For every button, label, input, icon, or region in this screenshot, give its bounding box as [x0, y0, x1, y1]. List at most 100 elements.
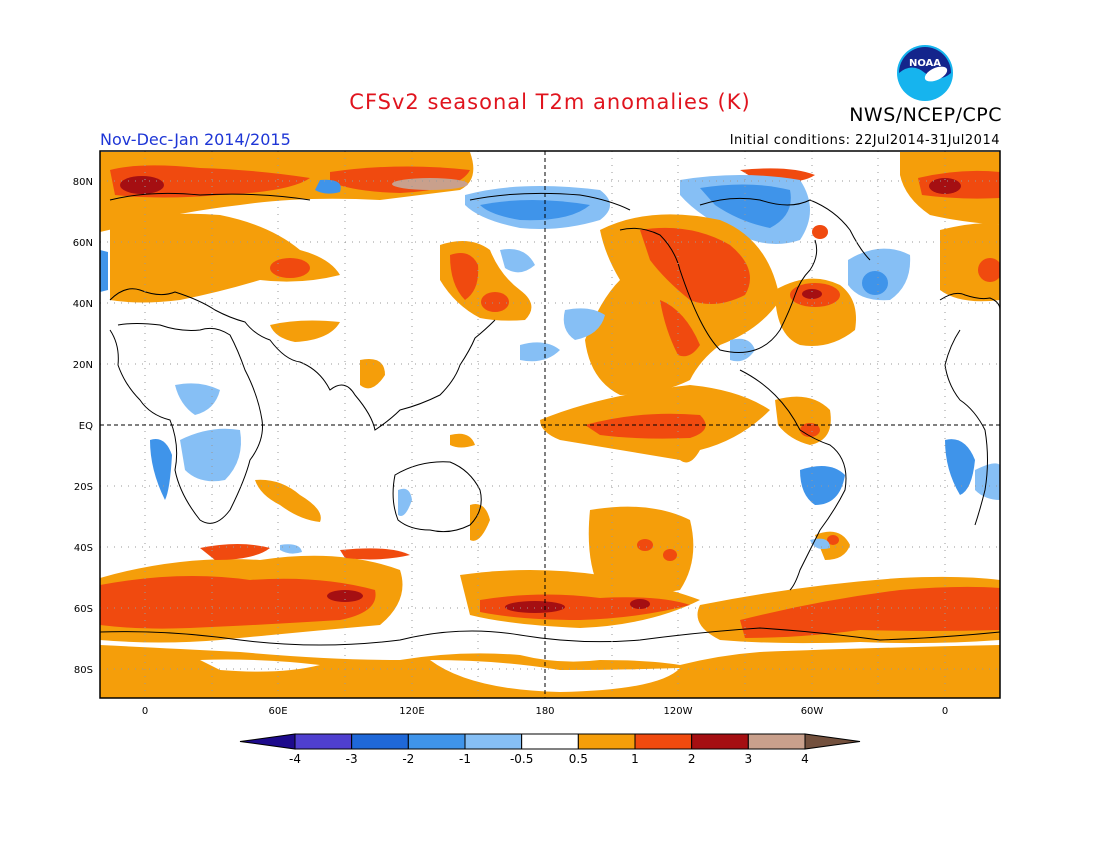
lat-tick-label: 60S — [74, 604, 93, 615]
anomaly-region — [585, 413, 706, 439]
anomaly-region — [827, 535, 839, 545]
coastline — [109, 192, 311, 201]
anomaly-region — [270, 320, 340, 342]
lat-tick-label: 80N — [73, 177, 93, 188]
anomaly-region — [340, 548, 410, 560]
lon-tick-label: 0 — [142, 706, 148, 717]
lon-tick-label: 120W — [664, 706, 693, 717]
anomaly-region — [975, 463, 1000, 500]
colorbar-label: 2 — [688, 752, 696, 766]
lat-tick-label: 80S — [74, 665, 93, 676]
anomaly-region — [945, 439, 975, 495]
anomaly-region — [505, 601, 565, 613]
colorbar-swatch — [351, 733, 409, 750]
anomaly-region — [481, 292, 509, 312]
colorbar-swatch — [634, 733, 693, 750]
colorbar-swatch — [407, 733, 466, 750]
anomaly-region — [663, 549, 677, 561]
anomaly-region — [150, 439, 172, 500]
graticule — [100, 151, 1000, 698]
anomaly-region — [637, 539, 653, 551]
lat-tick-label: 40N — [73, 299, 93, 310]
anomaly-region — [700, 184, 791, 228]
anomaly-region — [398, 488, 412, 516]
anomaly-region — [470, 504, 490, 541]
coastline — [109, 323, 263, 524]
initial-conditions-label: Initial conditions: 22Jul2014-31Jul2014 — [729, 133, 1000, 148]
colorbar-label: -1 — [459, 752, 471, 766]
anomaly-region — [200, 544, 270, 560]
coastline — [100, 627, 1000, 646]
colorbar-swatch — [691, 733, 749, 750]
anomaly-region — [802, 289, 822, 299]
anomaly-region — [100, 250, 108, 292]
anomaly-region — [100, 576, 376, 629]
lat-tick-label: 20N — [73, 360, 93, 371]
lat-tick-label: 60N — [73, 238, 93, 249]
anomaly-region — [255, 479, 321, 522]
coastline — [109, 288, 496, 431]
anomaly-region — [812, 225, 828, 239]
anomaly-region — [800, 466, 845, 505]
anomaly-region — [270, 258, 310, 278]
anomaly-region — [640, 227, 750, 304]
anomaly-region — [588, 506, 694, 594]
colorbar-swatch — [464, 733, 523, 750]
anomaly-region — [392, 178, 468, 190]
colorbar-low-arrow — [239, 733, 296, 750]
lat-tick-label: 20S — [74, 482, 93, 493]
lon-tick-label: 60E — [268, 706, 287, 717]
anomaly-region — [730, 338, 755, 362]
anomaly-region — [110, 213, 340, 303]
anomaly-region — [430, 660, 680, 692]
anomaly-region — [500, 249, 535, 273]
anomaly-region — [180, 428, 241, 482]
colorbar-label: 1 — [631, 752, 639, 766]
agency-label: NWS/NCEP/CPC — [849, 104, 1002, 126]
coastline — [699, 197, 871, 261]
colorbar-high-arrow — [804, 733, 861, 750]
noaa-logo: NOAA — [897, 45, 953, 101]
anomaly-region — [815, 531, 850, 560]
lat-tick-label: 40S — [74, 543, 93, 554]
anomaly-region — [175, 383, 220, 415]
colorbar-swatch — [521, 733, 579, 750]
anomaly-region — [327, 590, 363, 602]
anomaly-region — [480, 200, 590, 221]
anomaly-region — [120, 176, 164, 194]
colorbar-label: -0.5 — [510, 752, 533, 766]
coastline — [619, 227, 818, 353]
colorbar-label: -3 — [346, 752, 358, 766]
anomaly-region — [862, 271, 888, 295]
anomaly-region — [660, 300, 700, 357]
svg-text:NOAA: NOAA — [909, 58, 941, 69]
lon-tick-label: 120E — [399, 706, 424, 717]
coastline — [939, 292, 1000, 311]
colorbar-label: 4 — [801, 752, 809, 766]
lat-tick-label: EQ — [79, 421, 93, 432]
anomaly-region — [450, 252, 479, 300]
anomaly-region — [520, 342, 560, 362]
lon-tick-label: 180 — [535, 706, 554, 717]
anomaly-region — [940, 223, 1000, 302]
anomaly-region — [978, 258, 1000, 282]
colorbar-label: 3 — [745, 752, 753, 766]
coastline — [944, 329, 988, 526]
anomaly-region — [315, 179, 341, 194]
colorbar-swatch — [577, 733, 636, 750]
anomaly-region — [630, 599, 650, 609]
colorbar: -4 -3 -2 -1 -0.5 0.5 1 2 3 4 — [239, 733, 861, 766]
lon-tick-label: 0 — [942, 706, 948, 717]
anomaly-region — [450, 433, 475, 448]
anomaly-region — [740, 586, 1000, 638]
colorbar-label: 0.5 — [569, 752, 588, 766]
coastline — [392, 461, 482, 533]
colorbar-label: -2 — [402, 752, 414, 766]
coastline — [739, 369, 847, 591]
colorbar-label: -4 — [289, 752, 301, 766]
colorbar-swatch — [747, 733, 806, 750]
season-label: Nov-Dec-Jan 2014/2015 — [100, 130, 291, 149]
map-frame — [99, 150, 1001, 699]
anomaly-region — [810, 538, 830, 549]
